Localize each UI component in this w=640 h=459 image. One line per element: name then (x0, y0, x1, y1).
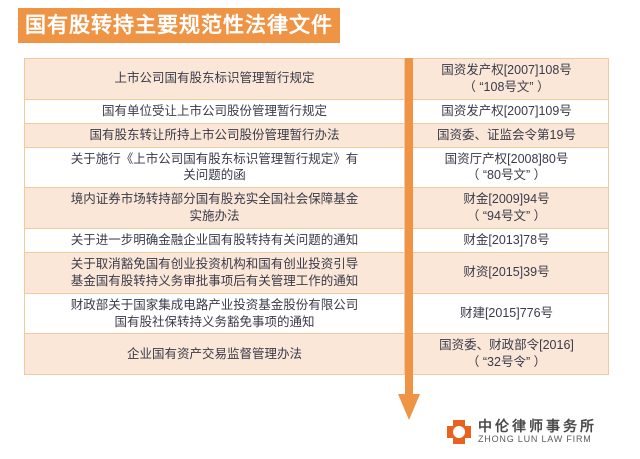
document-code-line2: （ “94号文” ） (466, 209, 547, 224)
document-code-line1: 财资[2015]39号 (463, 265, 550, 280)
firm-name-en: ZHONG LUN LAW FIRM (478, 434, 592, 445)
document-name-cell: 境内证券市场转持部分国有股充实全国社会保障基金 实施办法 (24, 187, 405, 229)
document-name-cell: 国有单位受让上市公司股份管理暂行规定 (24, 98, 405, 124)
document-name-line1: 国有股东转让所持上市公司股份管理暂行办法 (89, 127, 340, 142)
table-body: 上市公司国有股东标识管理暂行规定 国资发产权[2007]108号 （ “108号… (24, 58, 609, 376)
document-code-cell: 国资发产权[2007]109号 (404, 98, 609, 124)
document-name-cell: 国有股东转让所持上市公司股份管理暂行办法 (24, 122, 405, 148)
firm-logo: 中伦律师事务所 ZHONG LUN LAW FIRM (447, 418, 597, 445)
document-name-line2: 关问题的函 (183, 168, 246, 183)
document-code-cell: 财金[2013]78号 (404, 228, 609, 253)
table-row: 关于进一步明确金融企业国有股转持有关问题的通知 财金[2013]78号 (24, 228, 609, 253)
document-name-line1: 财政部关于国家集成电路产业投资基金股份有限公司 (70, 297, 359, 312)
document-name-line1: 上市公司国有股东标识管理暂行规定 (114, 71, 315, 86)
table-row: 企业国有资产交易监督管理办法 国资委、财政部令[2016] （ “32号令” ） (24, 333, 609, 376)
document-code-line2: （ “80号文” ） (466, 168, 547, 183)
document-code-cell: 国资委、财政部令[2016] （ “32号令” ） (404, 333, 609, 376)
document-code-line1: 国资厅产权[2008]80号 (444, 151, 569, 166)
zhong-lun-logo-icon (447, 420, 471, 445)
document-code-line1: 财建[2015]776号 (459, 306, 554, 321)
firm-name-cn: 中伦律师事务所 (478, 418, 597, 434)
document-name-cell: 企业国有资产交易监督管理办法 (24, 333, 405, 376)
document-name-line1: 关于进一步明确金融企业国有股转持有关问题的通知 (70, 233, 359, 247)
table-row: 关于取消豁免国有创业投资机构和国有创业投资引导 基金国有股转持义务审批事项后有关… (24, 251, 609, 294)
document-name-cell: 关于进一步明确金融企业国有股转持有关问题的通知 (24, 228, 405, 253)
document-name-line1: 关于施行《上市公司国有股东标识管理暂行规定》有 (70, 151, 359, 166)
table-row: 境内证券市场转持部分国有股充实全国社会保障基金 实施办法 财金[2009]94号… (24, 187, 609, 229)
document-code-line1: 财金[2009]94号 (463, 192, 550, 207)
regulatory-documents-table: 上市公司国有股东标识管理暂行规定 国资发产权[2007]108号 （ “108号… (24, 58, 609, 376)
document-name-line1: 关于取消豁免国有创业投资机构和国有创业投资引导 (70, 256, 359, 271)
document-code-cell: 财金[2009]94号 （ “94号文” ） (404, 187, 609, 229)
table-row: 上市公司国有股东标识管理暂行规定 国资发产权[2007]108号 （ “108号… (24, 58, 609, 100)
document-code-line1: 国资委、证监会令第19号 (437, 127, 576, 142)
document-code-line1: 国资发产权[2007]109号 (441, 103, 572, 118)
document-name-cell: 上市公司国有股东标识管理暂行规定 (24, 58, 405, 100)
document-name-cell: 关于取消豁免国有创业投资机构和国有创业投资引导 基金国有股转持义务审批事项后有关… (24, 251, 405, 294)
document-code-line1: 财金[2013]78号 (463, 233, 550, 247)
document-name-line2: 实施办法 (189, 209, 240, 224)
document-code-line2: （ “32号令” ） (466, 355, 547, 370)
document-code-cell: 财建[2015]776号 (404, 292, 609, 335)
table-row: 财政部关于国家集成电路产业投资基金股份有限公司 国有股社保转持义务豁免事项的通知… (24, 292, 609, 335)
document-code-line2: （ “108号文” ） (463, 79, 550, 94)
page-title-banner: 国有股转持主要规范性法律文件 (18, 8, 340, 43)
table-row: 国有股东转让所持上市公司股份管理暂行办法 国资委、证监会令第19号 (24, 122, 609, 148)
document-name-line2: 基金国有股转持义务审批事项后有关管理工作的通知 (70, 273, 359, 288)
table-row: 国有单位受让上市公司股份管理暂行规定 国资发产权[2007]109号 (24, 98, 609, 124)
document-name-cell: 财政部关于国家集成电路产业投资基金股份有限公司 国有股社保转持义务豁免事项的通知 (24, 292, 405, 335)
document-code-cell: 财资[2015]39号 (404, 251, 609, 294)
document-name-cell: 关于施行《上市公司国有股东标识管理暂行规定》有 关问题的函 (24, 146, 405, 189)
document-code-cell: 国资厅产权[2008]80号 （ “80号文” ） (404, 146, 609, 189)
document-name-line1: 境内证券市场转持部分国有股充实全国社会保障基金 (70, 192, 359, 207)
document-code-cell: 国资委、证监会令第19号 (404, 122, 609, 148)
document-name-line2: 国有股社保转持义务豁免事项的通知 (114, 314, 315, 329)
document-code-line1: 国资委、财政部令[2016] (439, 338, 574, 353)
table-row: 关于施行《上市公司国有股东标识管理暂行规定》有 关问题的函 国资厅产权[2008… (24, 146, 609, 189)
firm-logo-text: 中伦律师事务所 ZHONG LUN LAW FIRM (478, 418, 597, 445)
document-code-cell: 国资发产权[2007]108号 （ “108号文” ） (404, 58, 609, 100)
document-code-line1: 国资发产权[2007]108号 (441, 63, 572, 77)
document-name-line1: 国有单位受让上市公司股份管理暂行规定 (101, 103, 327, 118)
page-title: 国有股转持主要规范性法律文件 (25, 14, 333, 37)
document-name-line1: 企业国有资产交易监督管理办法 (126, 346, 302, 361)
